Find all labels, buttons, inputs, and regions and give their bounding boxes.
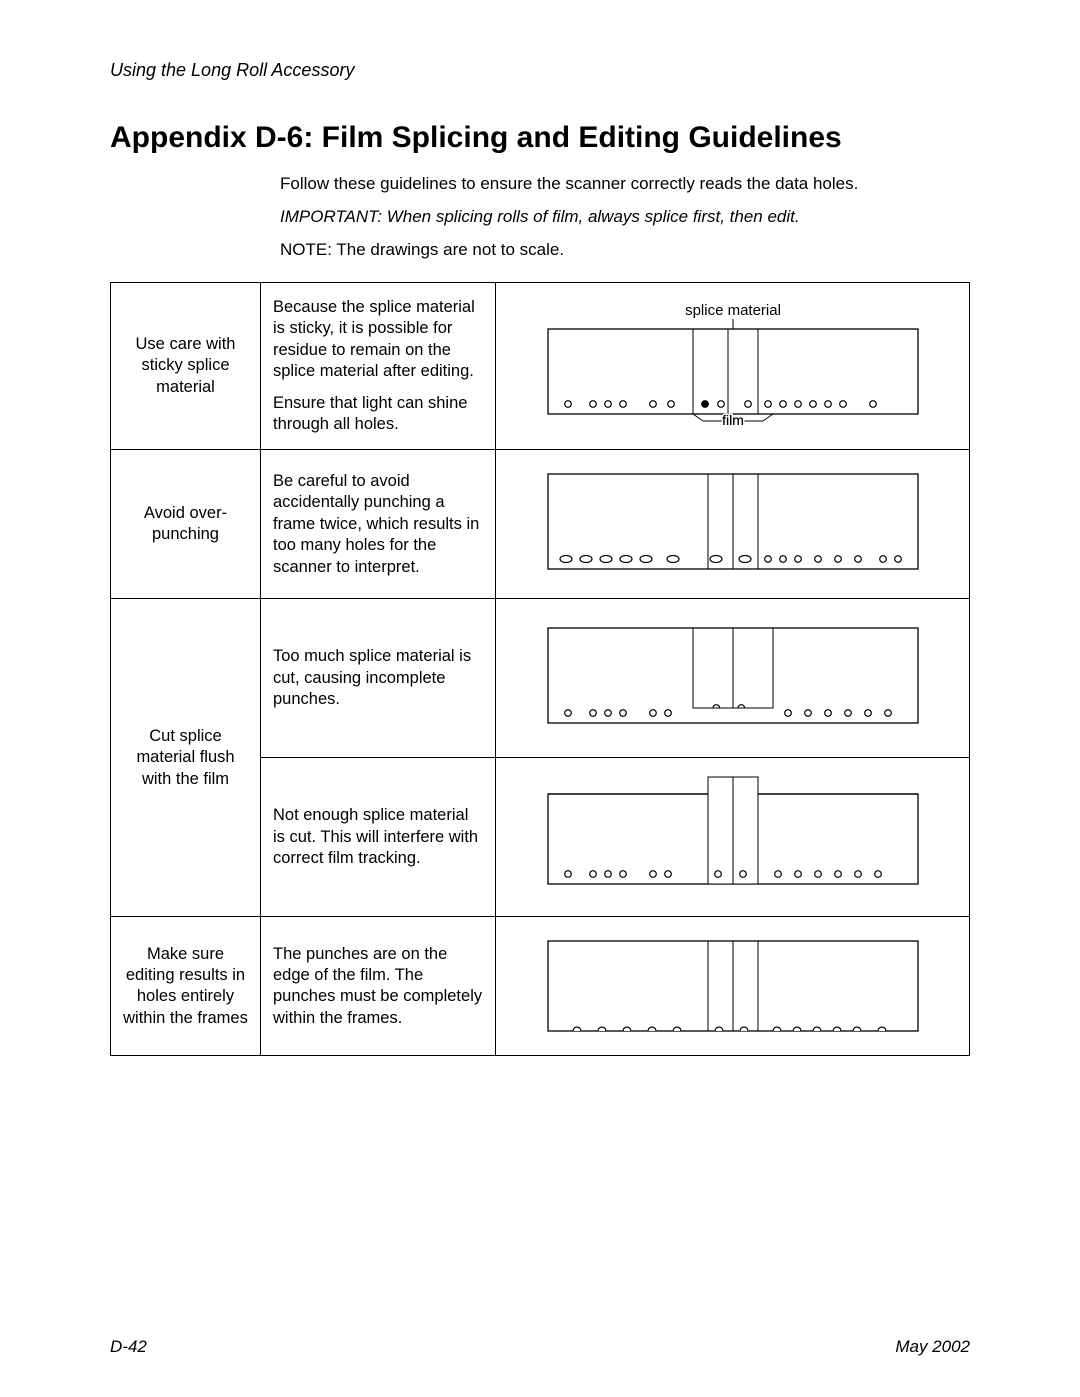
page-title: Appendix D-6: Film Splicing and Editing … xyxy=(110,121,970,155)
row1-desc: Because the splice material is sticky, i… xyxy=(261,282,496,450)
table-row: Cut splice material flush with the film … xyxy=(111,599,970,758)
row3-desc1: Too much splice material is cut, causing… xyxy=(273,646,483,710)
row4-diagram xyxy=(496,917,970,1056)
splice-label: splice material xyxy=(685,302,781,319)
row2-diagram xyxy=(496,450,970,599)
row1-diagram: splice material xyxy=(496,282,970,450)
row2-label: Avoid over-punching xyxy=(111,450,261,599)
table-row: Use care with sticky splice material Bec… xyxy=(111,282,970,450)
table-row: Avoid over-punching Be careful to avoid … xyxy=(111,450,970,599)
intro-p1: Follow these guidelines to ensure the sc… xyxy=(280,173,970,196)
row3b-desc: Not enough splice material is cut. This … xyxy=(261,758,496,917)
row1-desc2: Ensure that light can shine through all … xyxy=(273,393,483,436)
row4-desc1: The punches are on the edge of the film.… xyxy=(273,944,483,1030)
row4-desc: The punches are on the edge of the film.… xyxy=(261,917,496,1056)
row1-label: Use care with sticky splice material xyxy=(111,282,261,450)
row2-desc: Be careful to avoid accidentally punchin… xyxy=(261,450,496,599)
row3a-desc: Too much splice material is cut, causing… xyxy=(261,599,496,758)
row4-label: Make sure editing results in holes entir… xyxy=(111,917,261,1056)
guidelines-table: Use care with sticky splice material Bec… xyxy=(110,282,970,1057)
svg-text:film: film xyxy=(722,412,744,428)
intro-note: NOTE: The drawings are not to scale. xyxy=(280,239,970,262)
row3b-diagram xyxy=(496,758,970,917)
row2-desc1: Be careful to avoid accidentally punchin… xyxy=(273,471,483,578)
intro-important: IMPORTANT: When splicing rolls of film, … xyxy=(280,206,970,229)
footer-date: May 2002 xyxy=(895,1337,970,1357)
table-row: Make sure editing results in holes entir… xyxy=(111,917,970,1056)
running-head: Using the Long Roll Accessory xyxy=(110,60,970,81)
intro-block: Follow these guidelines to ensure the sc… xyxy=(280,173,970,262)
row1-desc1: Because the splice material is sticky, i… xyxy=(273,297,483,383)
page-footer: D-42 May 2002 xyxy=(110,1337,970,1357)
row3a-diagram xyxy=(496,599,970,758)
row3-desc2: Not enough splice material is cut. This … xyxy=(273,805,483,869)
footer-page: D-42 xyxy=(110,1337,147,1357)
row3-label: Cut splice material flush with the film xyxy=(111,599,261,917)
